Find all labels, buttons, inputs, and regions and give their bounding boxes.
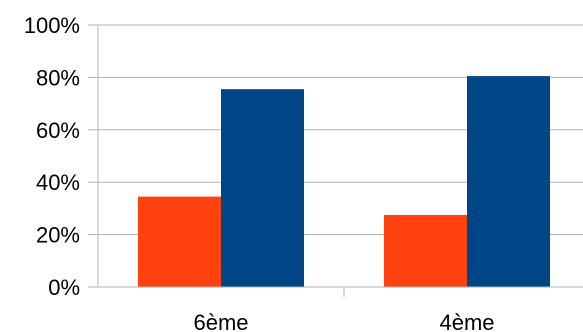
y-tick-label: 20% xyxy=(36,223,80,248)
y-tick-label: 80% xyxy=(36,65,80,90)
x-tick-label: 6ème xyxy=(193,310,248,332)
bars xyxy=(138,76,550,287)
bar-series2-0 xyxy=(221,89,304,287)
tick-labels: 0% 20% 40% 60% 80% 100% 6ème 4ème xyxy=(24,13,495,332)
bar-series1-1 xyxy=(384,214,467,287)
y-tick-label: 60% xyxy=(36,118,80,143)
x-tick-label: 4ème xyxy=(439,310,494,332)
y-tick-label: 0% xyxy=(48,275,80,300)
axes xyxy=(97,25,583,297)
y-tick-label: 100% xyxy=(24,13,80,38)
y-tick-label: 40% xyxy=(36,170,80,195)
bar-series1-0 xyxy=(138,196,221,287)
bar-series2-1 xyxy=(467,76,550,287)
